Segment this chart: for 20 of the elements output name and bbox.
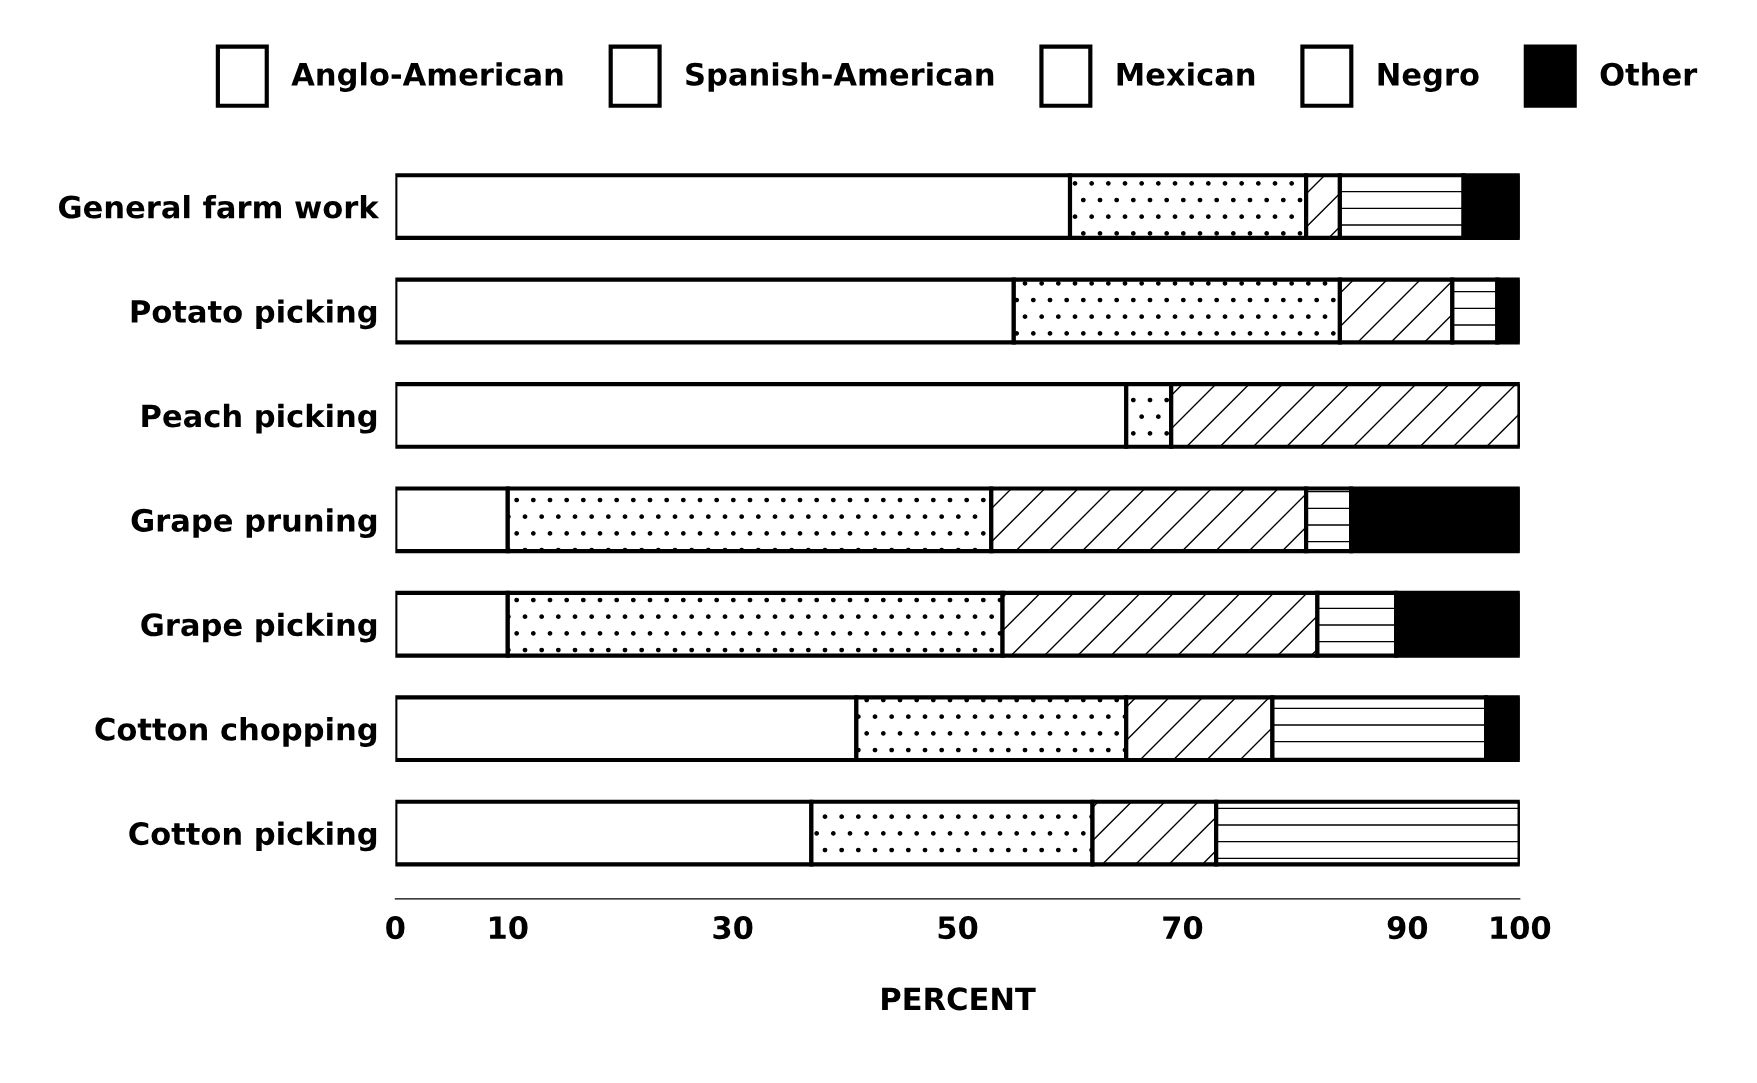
x-tick-label: 70 bbox=[1163, 916, 1203, 940]
x-tick-label: 50 bbox=[938, 916, 978, 940]
legend-label: Anglo-American bbox=[291, 62, 563, 92]
legend-label: Spanish-American bbox=[686, 62, 994, 92]
x-axis-title: PERCENT bbox=[882, 987, 1036, 1011]
y-tick-label: Grape pruning bbox=[131, 508, 377, 539]
y-tick-label: Cotton picking bbox=[129, 821, 377, 852]
legend-label: Mexican bbox=[1117, 62, 1255, 86]
x-tick-label: 0 bbox=[386, 916, 405, 940]
x-tick-label: 90 bbox=[1387, 916, 1428, 940]
y-tick-label: Cotton chopping bbox=[95, 717, 377, 747]
x-tick-label: 100 bbox=[1491, 916, 1551, 940]
x-tick-label: 10 bbox=[489, 916, 528, 940]
y-tick-label: Peach picking bbox=[142, 403, 377, 434]
y-tick-label: General farm work bbox=[59, 194, 380, 219]
y-tick-label: Potato picking bbox=[131, 299, 377, 330]
legend-label: Negro bbox=[1378, 63, 1479, 92]
y-tick-label: Grape picking bbox=[141, 612, 377, 643]
x-tick-label: 30 bbox=[713, 916, 753, 940]
legend-label: Other bbox=[1600, 62, 1698, 86]
